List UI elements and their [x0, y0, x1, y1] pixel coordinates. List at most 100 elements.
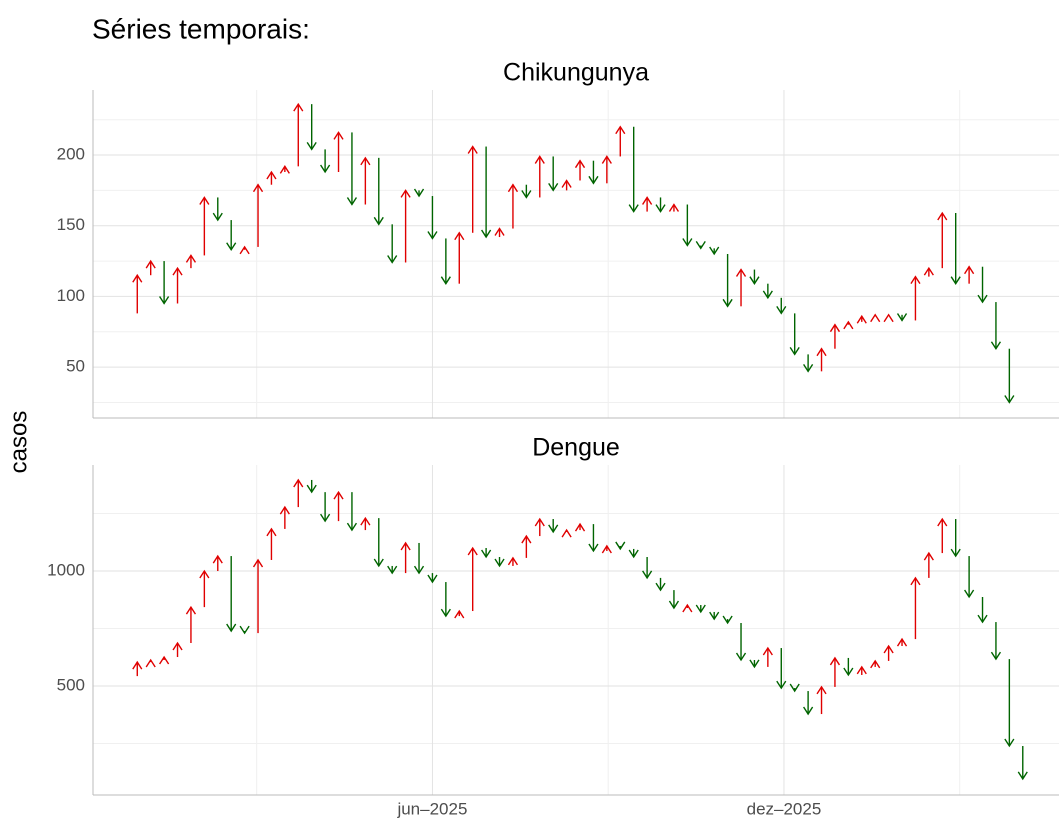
arrow-head	[642, 570, 653, 580]
arrow-head	[883, 313, 894, 323]
arrow-head	[360, 156, 371, 166]
arrow-head	[574, 159, 586, 169]
arrow	[735, 268, 747, 307]
arrow-head	[320, 164, 331, 174]
arrow	[789, 313, 800, 356]
arrow-head	[923, 266, 934, 276]
arrow	[682, 204, 693, 247]
arrow-head	[722, 615, 733, 625]
x-tick-label: jun–2025	[396, 799, 467, 818]
arrow	[749, 659, 760, 669]
arrow-head	[400, 189, 411, 198]
arrow-head	[856, 314, 867, 324]
arrow-head	[306, 484, 317, 494]
arrow	[561, 528, 572, 538]
arrow-head	[709, 611, 720, 621]
arrow-head	[655, 582, 666, 592]
arrow	[306, 479, 317, 494]
arrow	[360, 156, 371, 205]
arrow	[722, 254, 733, 308]
arrow-head	[427, 574, 438, 584]
arrow	[159, 655, 170, 665]
arrow	[507, 183, 519, 229]
arrow-head	[387, 255, 398, 264]
arrow	[440, 582, 451, 618]
arrow	[320, 492, 331, 523]
arrow	[239, 245, 250, 255]
arrow	[226, 556, 237, 633]
arrow-head	[977, 614, 988, 624]
arrow-head	[601, 155, 612, 164]
arrow	[199, 196, 210, 256]
arrow	[293, 102, 304, 167]
arrow	[400, 541, 411, 574]
arrow-head	[320, 513, 331, 523]
arrow	[722, 615, 733, 625]
arrow	[749, 269, 760, 285]
arrow	[481, 146, 492, 239]
arrow	[279, 505, 290, 529]
arrow	[776, 297, 787, 315]
arrow	[950, 519, 961, 558]
arrow-head	[293, 102, 304, 112]
arrow-head	[145, 259, 156, 269]
arrow	[172, 641, 183, 658]
arrow	[145, 658, 156, 668]
arrow	[199, 569, 210, 608]
arrow	[789, 683, 800, 693]
arrow-head	[279, 165, 290, 174]
arrow-head	[896, 313, 908, 322]
arrow	[454, 609, 465, 619]
arrow-head	[534, 517, 545, 527]
arrow	[709, 611, 720, 621]
arrow	[937, 211, 948, 269]
arrow-head	[548, 183, 559, 192]
arrow	[668, 590, 680, 610]
arrow-head	[749, 276, 760, 285]
arrow-head	[789, 347, 800, 356]
arrow	[574, 522, 586, 532]
arrow-head	[870, 313, 881, 323]
arrow	[239, 625, 250, 635]
arrow-head	[950, 276, 961, 285]
arrow	[413, 188, 425, 198]
arrow-head	[481, 549, 492, 559]
arrow-head	[762, 646, 773, 656]
arrow	[279, 165, 290, 174]
arrow-head	[521, 190, 532, 199]
facet-title: Chikungunya	[503, 59, 649, 87]
arrow	[346, 132, 358, 206]
y-tick-label: 1000	[47, 560, 85, 579]
arrow-head	[333, 490, 344, 500]
arrow	[709, 246, 720, 256]
arrow-head	[910, 275, 921, 284]
arrow-head	[494, 558, 505, 568]
arrow	[628, 548, 639, 559]
arrow-head	[252, 183, 264, 193]
arrow	[803, 354, 814, 373]
arrow	[413, 542, 425, 575]
arrow-head	[829, 656, 841, 666]
arrow-head	[387, 565, 398, 575]
arrow-head	[776, 306, 787, 315]
arrow	[615, 125, 626, 157]
arrow-head	[132, 660, 143, 670]
arrow	[440, 238, 451, 285]
arrow-head	[735, 268, 747, 277]
arrow-head	[199, 569, 210, 579]
arrow	[655, 197, 666, 213]
arrow	[252, 183, 264, 247]
arrow-head	[588, 543, 599, 553]
arrow	[923, 551, 934, 578]
arrow	[548, 156, 559, 192]
arrow	[494, 556, 505, 568]
arrow-head	[467, 145, 478, 154]
arrow	[534, 517, 545, 537]
arrow-head	[226, 242, 237, 252]
arrow	[655, 577, 666, 592]
arrow	[628, 126, 639, 213]
arrow	[601, 155, 612, 184]
arrow	[507, 556, 519, 566]
arrow	[615, 541, 626, 551]
